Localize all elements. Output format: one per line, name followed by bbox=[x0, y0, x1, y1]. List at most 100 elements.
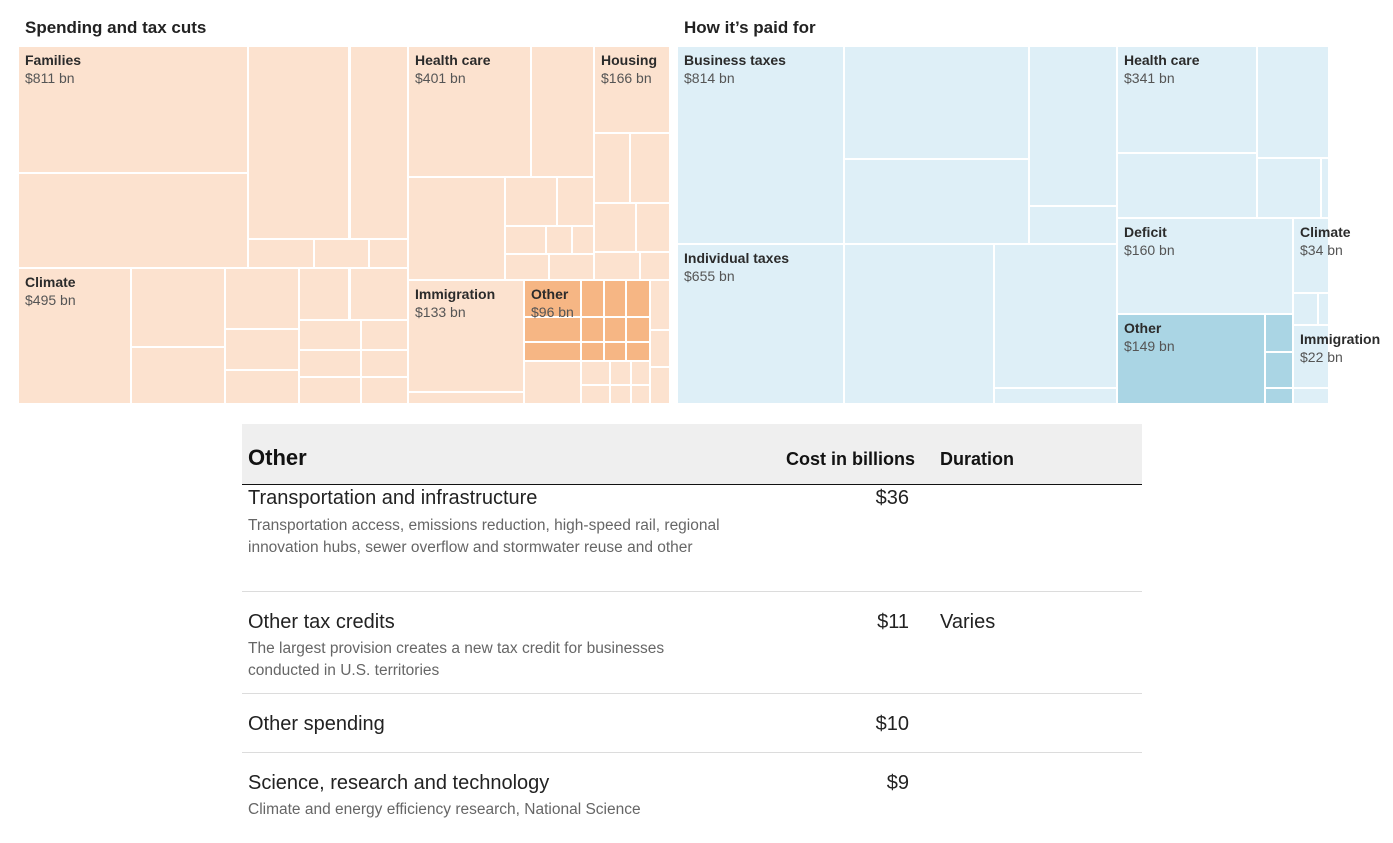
treemap-cell[interactable] bbox=[1256, 157, 1321, 218]
treemap-cell[interactable] bbox=[580, 360, 611, 386]
treemap-cell[interactable] bbox=[626, 280, 650, 318]
treemap-cell[interactable] bbox=[594, 46, 670, 133]
treemap-cell[interactable] bbox=[314, 239, 369, 268]
treemap-cell[interactable] bbox=[1256, 46, 1329, 158]
treemap-cell[interactable] bbox=[604, 317, 627, 342]
table-row: Science, research and technology Climate… bbox=[242, 753, 1142, 843]
treemap-cell[interactable] bbox=[504, 226, 546, 255]
treemap-cell[interactable] bbox=[630, 385, 650, 404]
treemap-cell[interactable] bbox=[594, 251, 640, 280]
treemap-cell[interactable] bbox=[248, 46, 350, 240]
treemap-cell[interactable] bbox=[594, 132, 631, 203]
treemap-cell[interactable] bbox=[408, 391, 524, 404]
row-name: Other spending bbox=[248, 713, 385, 735]
row-cost: $10 bbox=[875, 713, 909, 735]
treemap-cell[interactable] bbox=[408, 177, 505, 280]
treemap-cell[interactable] bbox=[626, 317, 650, 342]
treemap-cell[interactable] bbox=[626, 342, 650, 361]
treemap-cell[interactable] bbox=[1293, 218, 1329, 293]
treemap-cell[interactable] bbox=[1264, 314, 1293, 352]
treemap-cell[interactable] bbox=[1293, 388, 1329, 404]
treemap-cell[interactable] bbox=[844, 158, 1029, 244]
treemap-cell[interactable] bbox=[844, 46, 1029, 159]
treemap-cell[interactable] bbox=[369, 239, 408, 268]
treemap-cell[interactable] bbox=[524, 317, 581, 342]
treemap-cell[interactable] bbox=[571, 226, 594, 255]
treemap-cell[interactable] bbox=[1029, 206, 1117, 244]
treemap-cell[interactable] bbox=[1029, 46, 1117, 207]
treemap-cell[interactable] bbox=[594, 202, 636, 252]
treemap-cell[interactable] bbox=[408, 280, 524, 392]
treemap-cell[interactable] bbox=[580, 280, 605, 318]
treemap-cell[interactable] bbox=[524, 360, 581, 404]
treemap-cell[interactable] bbox=[610, 360, 631, 386]
treemap-cell[interactable] bbox=[580, 342, 605, 361]
treemap-cell[interactable] bbox=[131, 346, 225, 404]
treemap-cell[interactable] bbox=[580, 385, 611, 404]
treemap-cell[interactable] bbox=[630, 360, 650, 386]
treemap-cell[interactable] bbox=[18, 172, 249, 268]
treemap-cell[interactable] bbox=[224, 268, 299, 330]
treemap-cell[interactable] bbox=[993, 388, 1117, 404]
treemap-cell[interactable] bbox=[361, 319, 408, 350]
treemap-cell[interactable] bbox=[361, 376, 408, 404]
treemap-cell[interactable] bbox=[298, 376, 362, 404]
treemap-cell[interactable] bbox=[18, 46, 249, 173]
treemap-cell[interactable] bbox=[131, 268, 225, 347]
treemap-cell[interactable] bbox=[298, 268, 350, 320]
treemap-cell[interactable] bbox=[677, 244, 845, 404]
treemap-cell[interactable] bbox=[504, 177, 557, 227]
treemap-cell[interactable] bbox=[630, 132, 670, 203]
row-name: Other tax credits bbox=[248, 611, 395, 633]
treemap-cell[interactable] bbox=[349, 268, 408, 320]
treemap-cell[interactable] bbox=[844, 244, 994, 404]
row-description: Transportation access, emissions reducti… bbox=[248, 517, 720, 556]
treemap-cell[interactable] bbox=[1117, 218, 1293, 314]
treemap-cell[interactable] bbox=[549, 254, 594, 280]
row-name: Transportation and infrastructure bbox=[248, 487, 538, 509]
treemap-cell[interactable] bbox=[639, 251, 670, 280]
row-duration: Varies bbox=[940, 611, 996, 633]
treemap-cell[interactable] bbox=[504, 254, 550, 280]
treemap-cell[interactable] bbox=[524, 280, 581, 318]
treemap-cell[interactable] bbox=[604, 280, 627, 318]
treemap-cell[interactable] bbox=[580, 317, 605, 342]
treemap-cell[interactable] bbox=[408, 46, 531, 178]
spending-treemap: Families $811 bn Climate $495 bn Health care… bbox=[18, 46, 670, 404]
row-description: The largest provision creates a new tax … bbox=[248, 640, 665, 679]
treemap-cell[interactable] bbox=[1117, 46, 1257, 153]
treemap-cell[interactable] bbox=[524, 342, 581, 361]
duration-column-header: Duration bbox=[940, 449, 1014, 469]
treemap-cell[interactable] bbox=[649, 280, 670, 330]
treemap-cell[interactable] bbox=[224, 329, 299, 370]
treemap-cell[interactable] bbox=[649, 366, 670, 404]
treemap-cell[interactable] bbox=[993, 244, 1117, 388]
treemap-cell[interactable] bbox=[361, 349, 408, 377]
treemap-cell[interactable] bbox=[1293, 325, 1329, 389]
treemap-cell[interactable] bbox=[1264, 351, 1293, 388]
treemap-cell[interactable] bbox=[248, 239, 315, 268]
revenue-treemap: Business taxes $814 bn Individual taxes $65… bbox=[677, 46, 1380, 404]
treemap-cell[interactable] bbox=[556, 177, 594, 227]
treemap-cell[interactable] bbox=[545, 226, 572, 255]
treemap-cell[interactable] bbox=[610, 385, 631, 404]
treemap-cell[interactable] bbox=[1293, 292, 1319, 325]
treemap-cell[interactable] bbox=[677, 46, 845, 244]
treemap-cell[interactable] bbox=[1117, 152, 1257, 218]
treemap-cell[interactable] bbox=[224, 370, 299, 404]
treemap-cell[interactable] bbox=[530, 46, 594, 178]
table-row: Other tax credits The largest provision … bbox=[242, 592, 1142, 694]
treemap-cell[interactable] bbox=[349, 46, 408, 240]
treemap-cell[interactable] bbox=[298, 349, 362, 377]
treemap-cell[interactable] bbox=[1320, 157, 1329, 218]
revenue-chart-title: How it’s paid for bbox=[684, 18, 816, 37]
treemap-cell[interactable] bbox=[604, 342, 627, 361]
spending-chart-title: Spending and tax cuts bbox=[25, 18, 207, 37]
treemap-cell[interactable] bbox=[1318, 292, 1329, 325]
treemap-cell[interactable] bbox=[298, 319, 362, 350]
treemap-cell[interactable] bbox=[1117, 314, 1265, 404]
treemap-cell[interactable] bbox=[635, 202, 670, 252]
treemap-cell[interactable] bbox=[649, 329, 670, 367]
treemap-cell[interactable] bbox=[18, 268, 132, 404]
treemap-cell[interactable] bbox=[1264, 387, 1293, 404]
